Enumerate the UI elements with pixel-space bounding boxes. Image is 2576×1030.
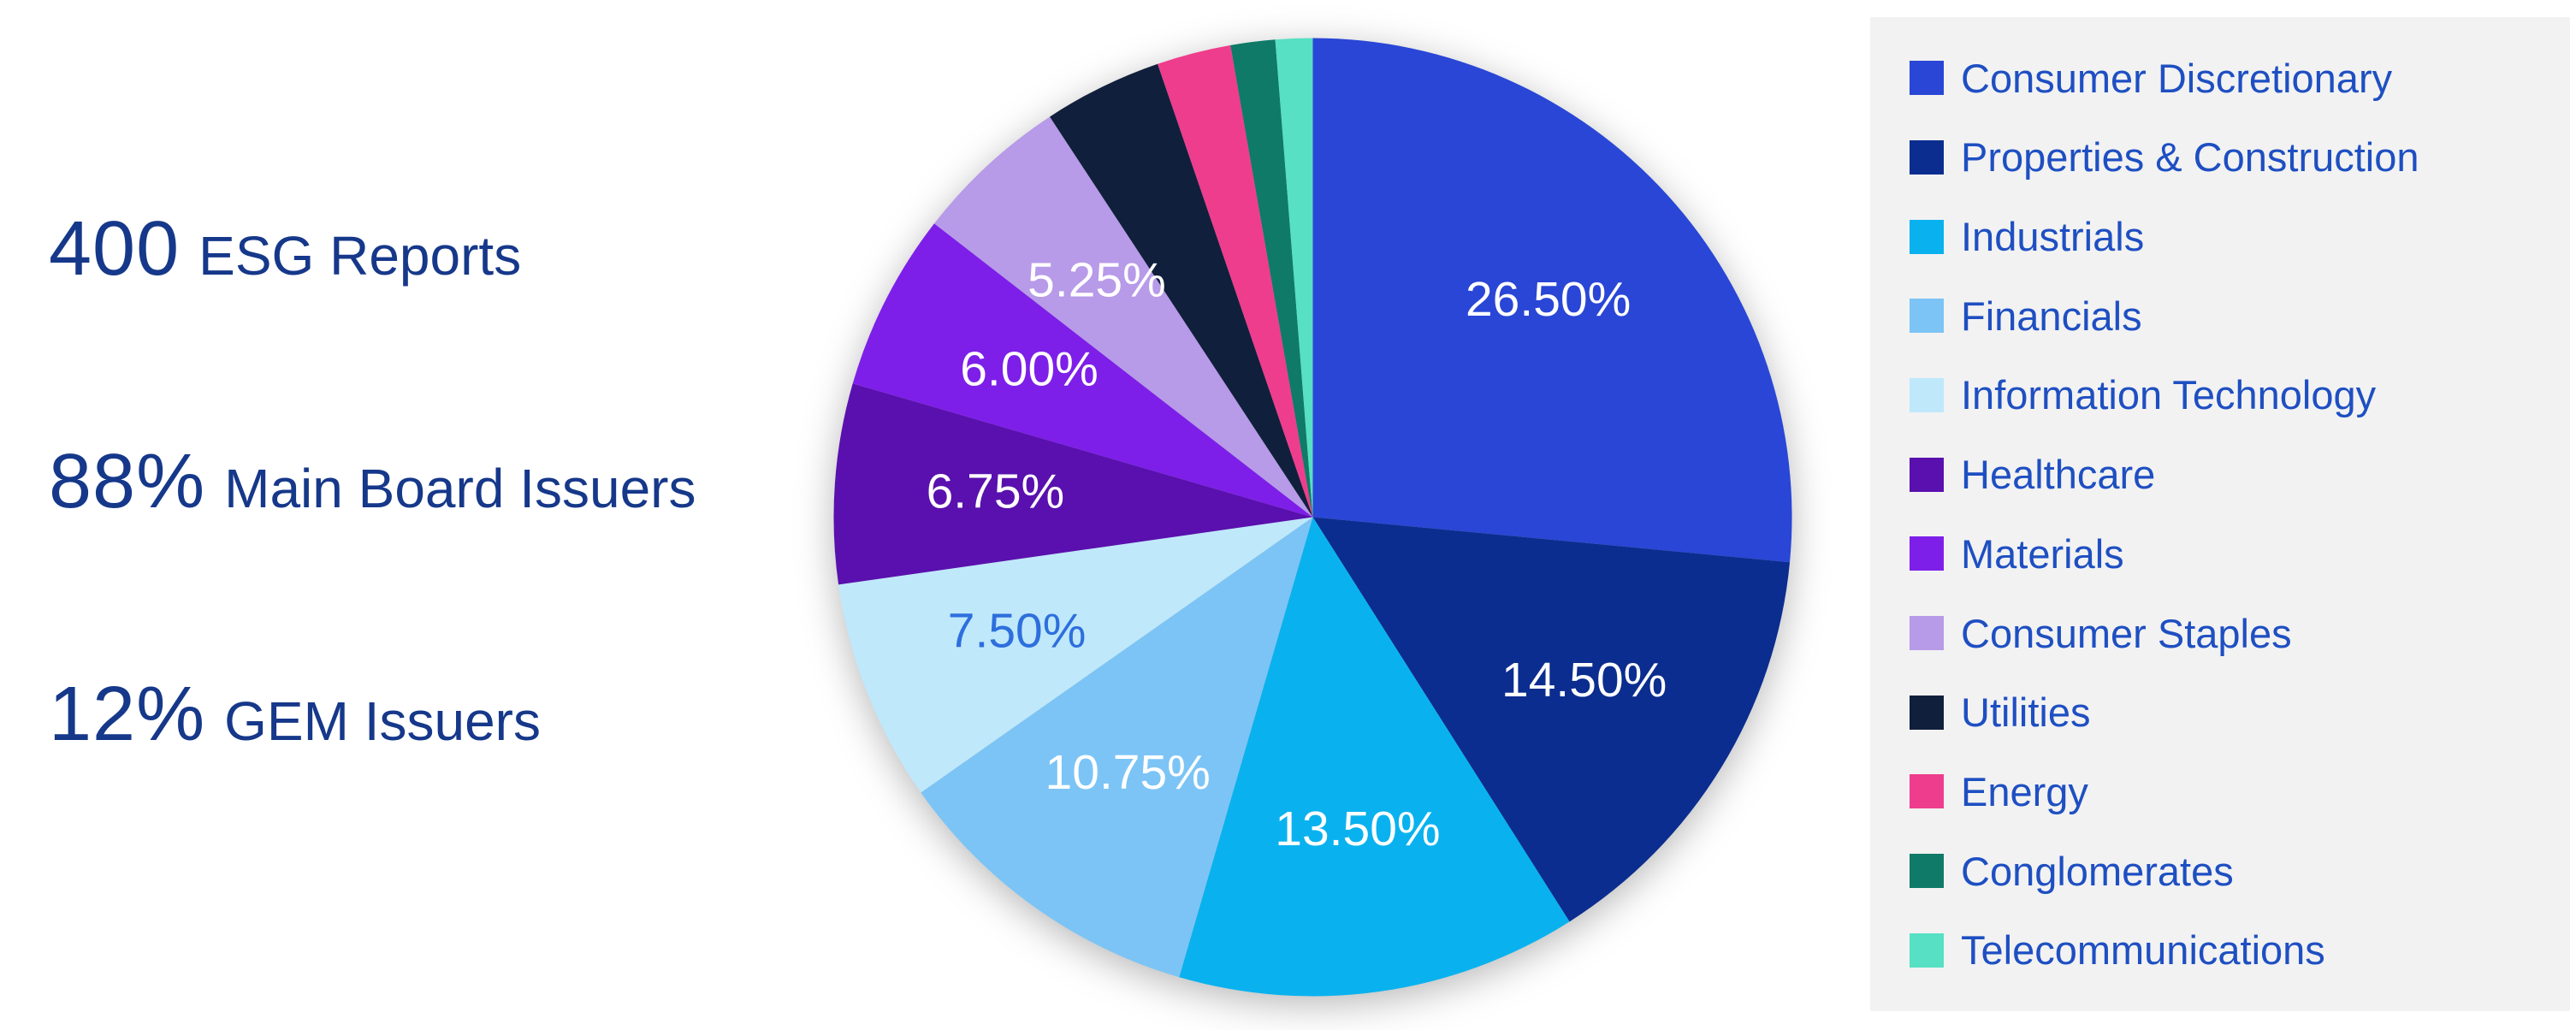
legend-swatch-healthcare [1910,457,1944,492]
legend-label-consumer-discretionary: Consumer Discretionary [1961,55,2393,101]
legend-swatch-materials [1910,536,1944,571]
legend-label-conglomerates: Conglomerates [1961,848,2234,894]
stat-gem-issuers-label: GEM Issuers [224,690,541,752]
legend-swatch-telecommunications [1910,932,1944,968]
legend-label-consumer-staples: Consumer Staples [1961,610,2292,656]
pie-slice-label-industrials: 13.50% [1275,802,1440,856]
pie-slice-label-consumer-discretionary: 26.50% [1466,272,1631,327]
pie-slice-label-healthcare: 6.75% [927,464,1065,518]
legend-item-conglomerates: Conglomerates [1910,848,2570,895]
pie-slice-utilities [1050,63,1313,518]
stat-esg-reports-value: 400 [49,206,181,292]
legend-item-energy: Energy [1910,768,2570,815]
pie-slice-label-financials: 10.75% [1045,745,1211,800]
legend-item-materials: Materials [1910,530,2570,577]
pie-slice-conglomerates [1230,39,1313,518]
legend-item-financials: Financials [1910,293,2570,340]
pie-chart: 26.50% 14.50% 13.50% 10.75% 7.50% 6.75% 6.00% 5… [833,38,1792,997]
pie-slice-label-consumer-staples: 5.25% [1027,252,1166,307]
legend-swatch-utilities [1910,695,1944,730]
legend-label-telecommunications: Telecommunications [1961,927,2325,974]
legend-item-consumer-discretionary: Consumer Discretionary [1910,55,2570,102]
legend-item-industrials: Industrials [1910,213,2570,260]
legend-label-healthcare: Healthcare [1961,452,2156,498]
legend-item-telecommunications: Telecommunications [1910,926,2570,974]
pie-slice-materials [852,223,1313,518]
pie-slice-consumer-discretionary [1312,38,1792,563]
pie-slice-label-properties-construction: 14.50% [1501,653,1667,707]
stat-gem-issuers: 12% GEM Issuers [49,671,541,759]
stat-gem-issuers-value: 12% [49,672,206,757]
legend-swatch-consumer-staples [1910,616,1944,650]
pie-chart-container: 26.50% 14.50% 13.50% 10.75% 7.50% 6.75% 6.00% 5… [814,19,1811,1015]
legend-item-utilities: Utilities [1910,689,2570,736]
legend-label-energy: Energy [1961,768,2088,814]
pie-slice-consumer-staples [934,116,1313,518]
pie-slice-healthcare [833,383,1313,585]
legend-label-properties-construction: Properties & Construction [1961,134,2419,181]
legend-item-properties-construction: Properties & Construction [1910,133,2570,181]
pie-slice-financials [921,517,1313,978]
legend-label-industrials: Industrials [1961,214,2145,260]
stat-main-board-issuers-label: Main Board Issuers [224,458,696,519]
legend-item-healthcare: Healthcare [1910,451,2570,498]
pie-slice-industrials [1179,517,1570,997]
stat-main-board-issuers-value: 88% [49,439,206,524]
legend-item-consumer-staples: Consumer Staples [1910,610,2570,657]
legend-swatch-financials [1910,299,1944,334]
legend-label-financials: Financials [1961,293,2142,339]
pie-slice-label-materials: 6.00% [960,342,1099,397]
legend-swatch-industrials [1910,219,1944,254]
legend-swatch-conglomerates [1910,854,1944,889]
legend-swatch-properties-construction [1910,139,1944,175]
legend-swatch-energy [1910,774,1944,809]
pie-slice-properties-construction [1312,517,1791,922]
legend-item-information-technology: Information Technology [1910,371,2570,418]
legend-label-materials: Materials [1961,530,2124,577]
stat-esg-reports: 400 ESG Reports [49,205,521,293]
legend-label-utilities: Utilities [1961,690,2091,736]
legend-label-information-technology: Information Technology [1961,372,2377,418]
stat-esg-reports-label: ESG Reports [198,225,522,287]
pie-slice-telecommunications [1275,38,1313,518]
pie-slice-information-technology [838,517,1313,793]
legend-swatch-consumer-discretionary [1910,61,1944,96]
pie-slice-energy [1158,44,1313,518]
stat-main-board-issuers: 88% Main Board Issuers [49,438,696,526]
pie-slice-label-information-technology: 7.50% [948,604,1087,659]
legend-swatch-information-technology [1910,377,1944,412]
legend: Consumer Discretionary Properties & Const… [1870,17,2570,1011]
